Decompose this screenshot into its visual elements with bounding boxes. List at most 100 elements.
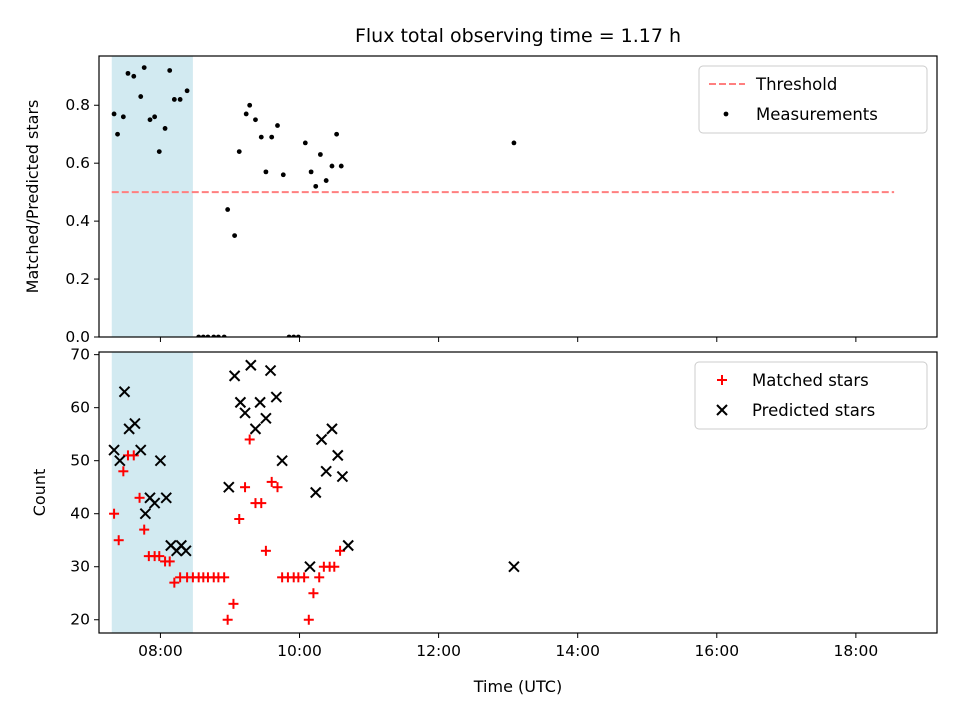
predicted-point (180, 545, 192, 557)
matched-point (314, 572, 325, 583)
matched-point (256, 498, 267, 509)
measurement-point (141, 65, 147, 70)
chart-title: Flux total observing time = 1.17 h (355, 25, 681, 47)
legend-measurement-swatch (723, 111, 729, 117)
legend-predicted-b (716, 404, 728, 416)
predicted-point (254, 396, 266, 409)
measurement-point (338, 163, 344, 169)
legend-matched-swatch (717, 375, 727, 385)
axes-frame (98, 351, 938, 634)
y-tick-label: 20 (70, 611, 90, 629)
predicted-point (270, 391, 283, 403)
measurement-point (253, 117, 258, 123)
x-tick-label: 18:00 (834, 642, 879, 660)
predicted-point (264, 364, 277, 377)
y-tick-label: 40 (70, 505, 90, 523)
y-tick-label: 50 (70, 452, 90, 470)
measurement-point (313, 183, 319, 189)
matched-point (164, 556, 175, 567)
measurement-point (258, 134, 264, 140)
legend: Threshold Measurements (698, 65, 928, 134)
predicted-point (342, 539, 354, 552)
y-tick-label: 0.2 (65, 270, 90, 288)
x-tick-label: 12:00 (416, 642, 461, 660)
measurement-point (111, 111, 117, 117)
measurement-point (120, 114, 126, 120)
measurement-point (184, 88, 190, 94)
measurement-point (115, 131, 120, 137)
measurement-point (125, 70, 131, 76)
matched-point (303, 614, 314, 625)
axes-frame (98, 55, 938, 338)
predicted-point (228, 370, 241, 382)
predicted-point-b (320, 465, 332, 477)
measurement-point (138, 94, 144, 99)
matched-point (228, 598, 239, 609)
predicted-point (320, 465, 332, 477)
matched-point (308, 588, 319, 599)
predicted-point (332, 449, 344, 462)
measurement-point (329, 163, 335, 169)
matched-point (139, 524, 150, 535)
measurement-point (263, 169, 269, 175)
measurement-point (275, 123, 280, 128)
measurement-point (232, 233, 238, 239)
measurement-point (147, 117, 153, 123)
legend-box (694, 361, 928, 430)
predicted-point-b (108, 444, 120, 456)
measurement-point (243, 111, 249, 117)
predicted-point (260, 412, 272, 424)
y-tick-label: 30 (70, 558, 90, 576)
predicted-point (223, 481, 235, 493)
predicted-point-b (129, 417, 141, 430)
measurement-point (167, 68, 173, 73)
predicted-point-b (315, 433, 328, 446)
bottom-panel: 20 30 40 50 60 70 08:00 10:00 12:00 14:00 16:00 18:… (30, 346, 938, 696)
matched-point (134, 492, 145, 503)
predicted-point-b (118, 386, 131, 398)
predicted-point-b (508, 561, 520, 573)
y-tick-label: 70 (70, 346, 90, 364)
measurement-point (334, 131, 340, 137)
predicted-point (135, 444, 147, 456)
x-tick-label: 10:00 (277, 642, 322, 660)
predicted-point-b (135, 444, 147, 456)
predicted-point (245, 359, 257, 371)
matched-point (266, 476, 277, 487)
predicted-point-b (332, 449, 344, 462)
x-tick-label: 16:00 (694, 642, 739, 660)
predicted-point-b (270, 391, 283, 403)
predicted-point (154, 454, 167, 467)
measurement-point (171, 97, 177, 102)
legend: Matched stars Predicted stars (694, 361, 928, 430)
predicted-point (310, 486, 322, 499)
predicted-point-b (249, 423, 262, 435)
predicted-point-b (326, 423, 338, 435)
legend-label: Measurements (756, 105, 878, 124)
predicted-point (108, 444, 120, 456)
predicted-point (336, 470, 349, 483)
measurement-point (236, 149, 242, 154)
measurement-point (131, 73, 137, 79)
predicted-point (129, 417, 141, 430)
measurement-point (280, 172, 286, 178)
x-tick-label: 08:00 (138, 642, 183, 660)
legend-label: Matched stars (752, 371, 869, 390)
matched-point (272, 482, 283, 493)
predicted-point-b (304, 561, 316, 573)
matched-point (335, 545, 346, 556)
predicted-point-b (114, 454, 126, 467)
legend-label: Threshold (755, 75, 837, 94)
measurement-point (269, 134, 275, 140)
predicted-point (160, 492, 172, 504)
predicted-point (276, 454, 288, 467)
y-tick-label: 60 (70, 399, 90, 417)
matched-point (118, 466, 129, 477)
predicted-point-b (245, 359, 257, 371)
predicted-point (249, 423, 262, 435)
measurement-point (225, 207, 231, 212)
matched-point (109, 508, 120, 519)
y-tick-label: 0.6 (65, 154, 90, 172)
measurement-point (177, 97, 183, 102)
